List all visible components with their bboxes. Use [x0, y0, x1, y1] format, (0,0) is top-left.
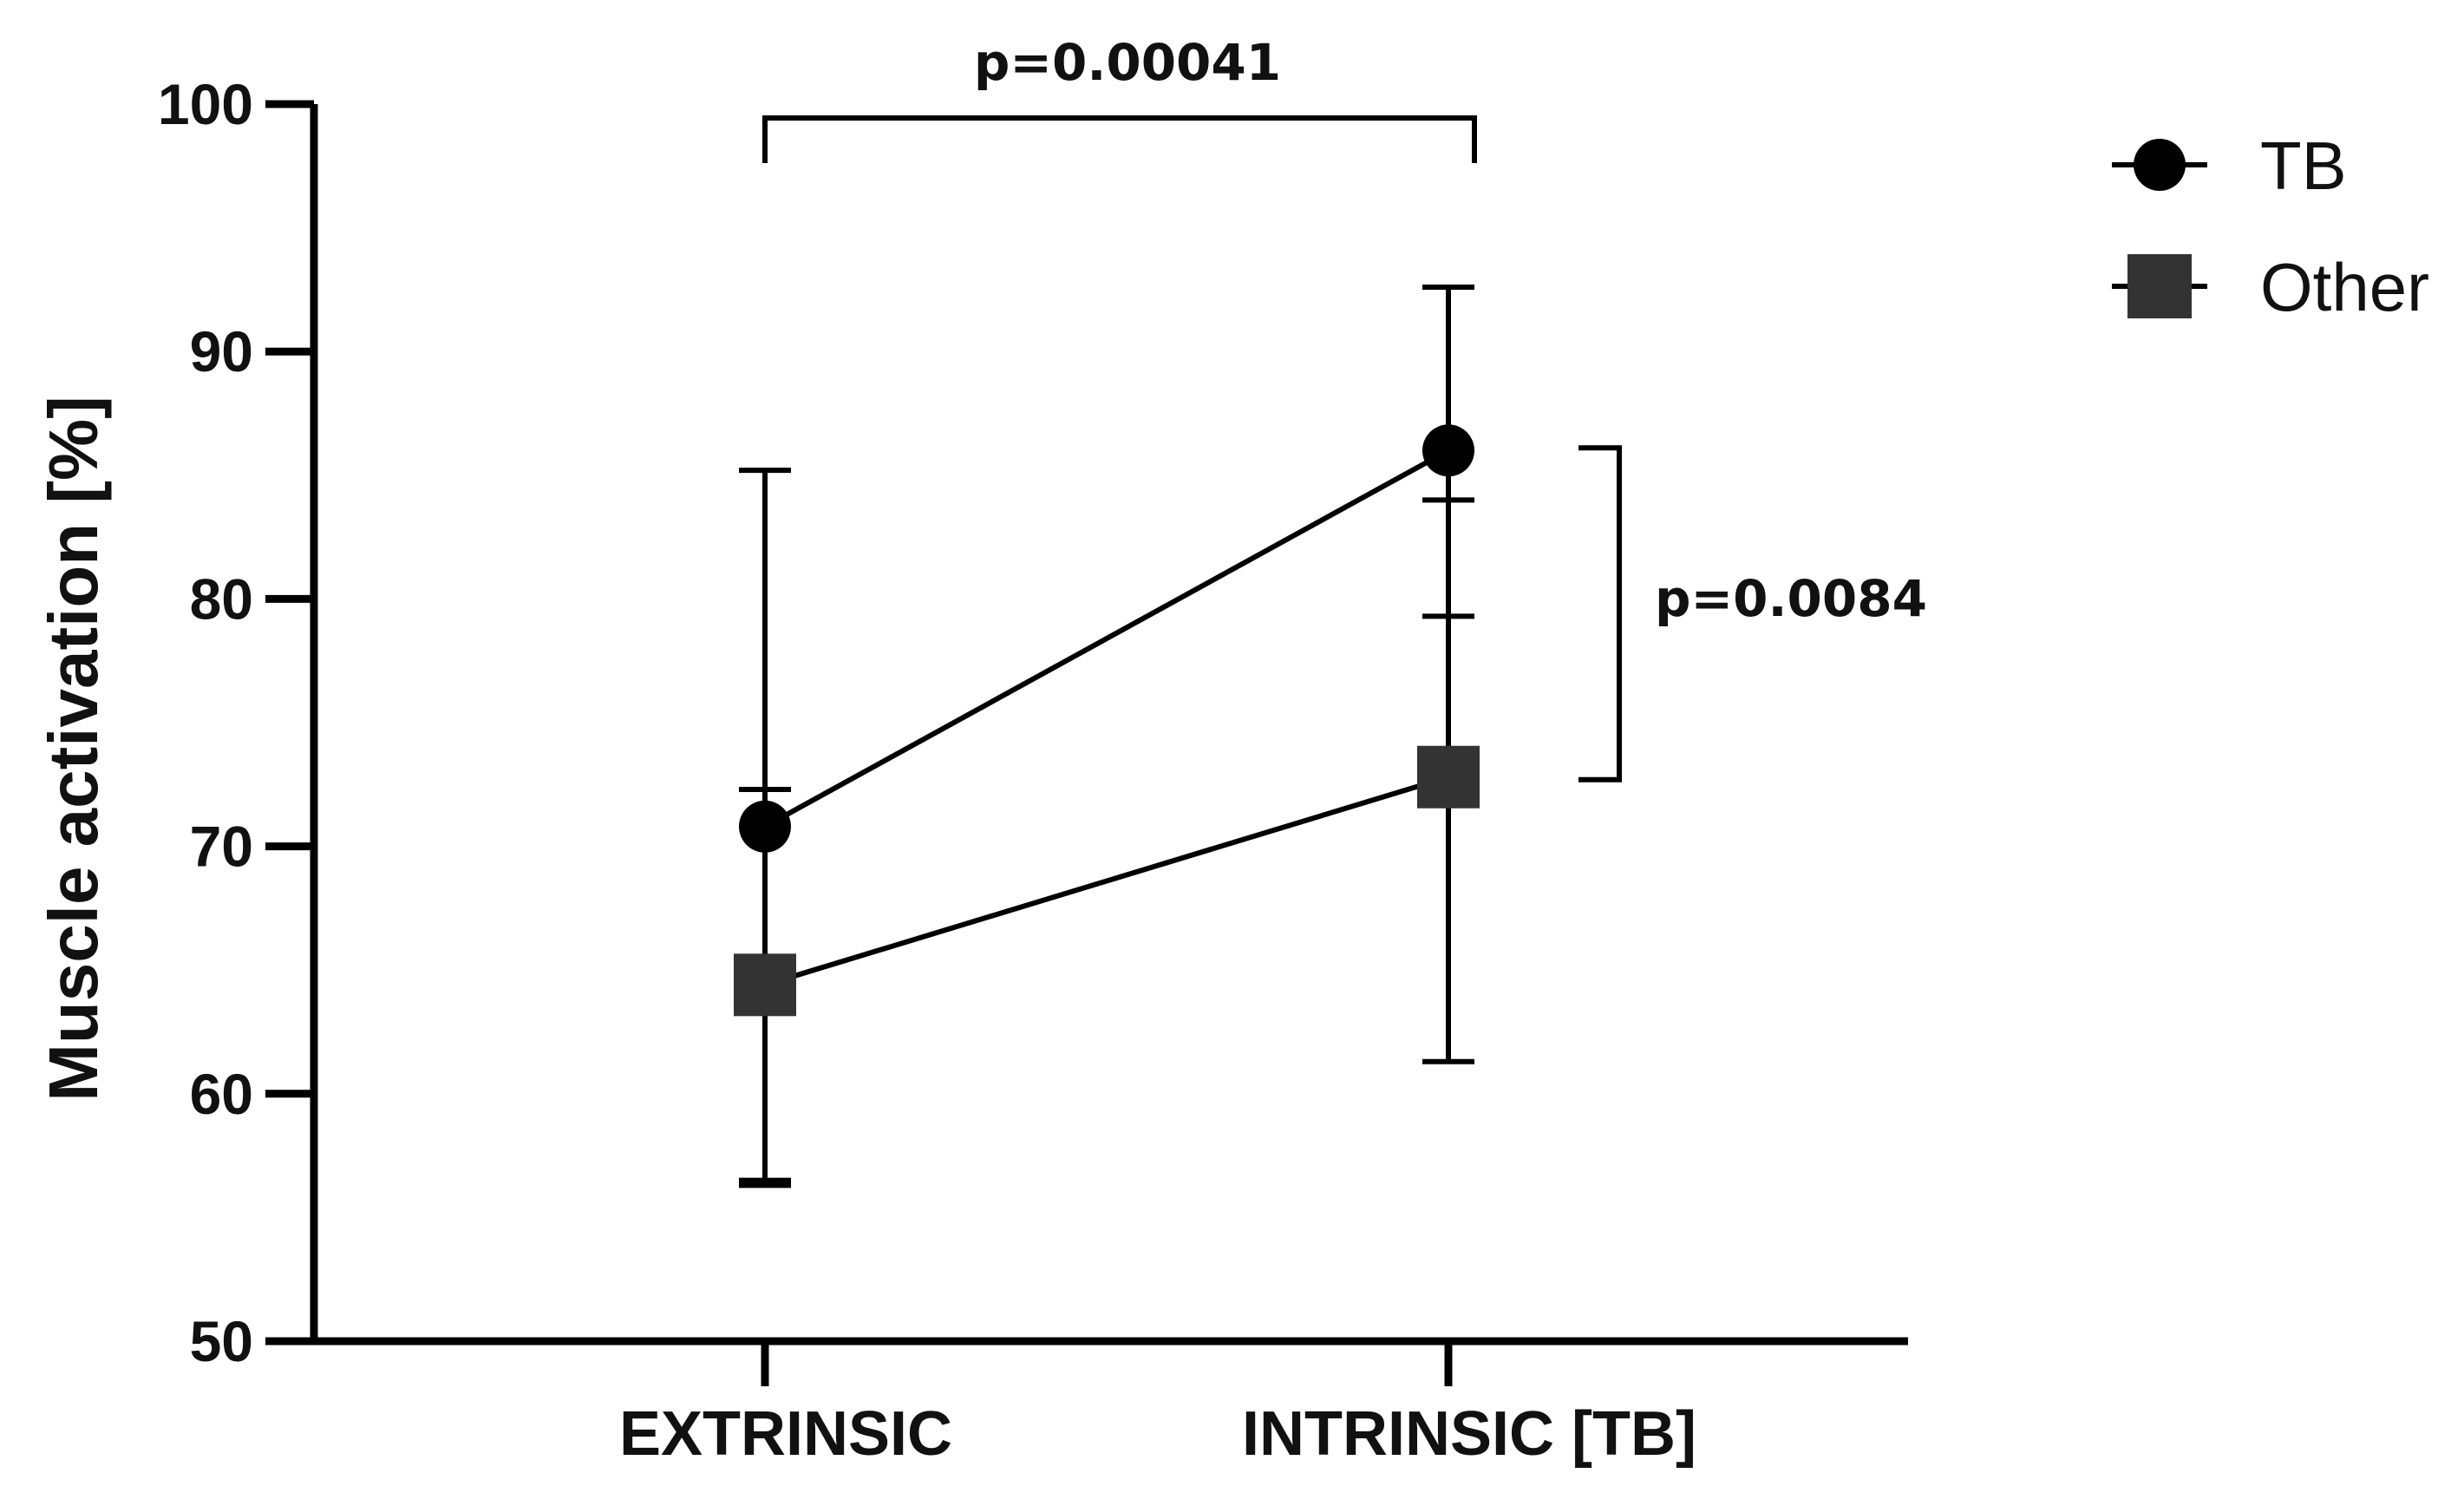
y-tick-label: 70 — [190, 815, 253, 879]
series-lines — [763, 448, 1450, 988]
y-axis-ticks: 50 60 70 80 90 100 — [158, 72, 314, 1373]
x-tick-label: INTRINSIC [TB] — [1242, 1399, 1696, 1469]
y-tick-label: 100 — [158, 72, 253, 136]
data-point-other — [734, 953, 796, 1017]
data-point-tb — [1422, 424, 1474, 477]
y-tick-label: 50 — [190, 1309, 253, 1373]
data-point-other — [1417, 745, 1480, 809]
error-bars — [739, 285, 1474, 1188]
series-line-other — [764, 774, 1449, 988]
legend: TB Other — [2112, 128, 2429, 325]
x-axis-ticks: EXTRINSIC INTRINSIC [TB] — [619, 1341, 1696, 1469]
series-line-tb — [763, 448, 1450, 829]
bracket-categories — [762, 115, 1477, 163]
y-tick-label: 80 — [190, 566, 253, 631]
significance-brackets: p=0.00041 p=0.0084 — [762, 33, 1927, 782]
y-tick-label: 60 — [190, 1062, 253, 1126]
y-tick-label: 90 — [190, 319, 253, 383]
y-axis-label: Muscle activation [%] — [35, 396, 112, 1102]
legend-marker-square — [2127, 254, 2192, 318]
p-value-label: p=0.00041 — [974, 33, 1281, 92]
data-markers — [734, 424, 1480, 1017]
legend-label: Other — [2260, 249, 2429, 325]
bracket-series — [1578, 445, 1622, 782]
x-tick-label: EXTRINSIC — [619, 1399, 952, 1469]
data-point-tb — [739, 800, 791, 853]
legend-label: TB — [2260, 128, 2347, 204]
legend-marker-circle — [2134, 139, 2186, 191]
p-value-label: p=0.0084 — [1655, 569, 1927, 628]
